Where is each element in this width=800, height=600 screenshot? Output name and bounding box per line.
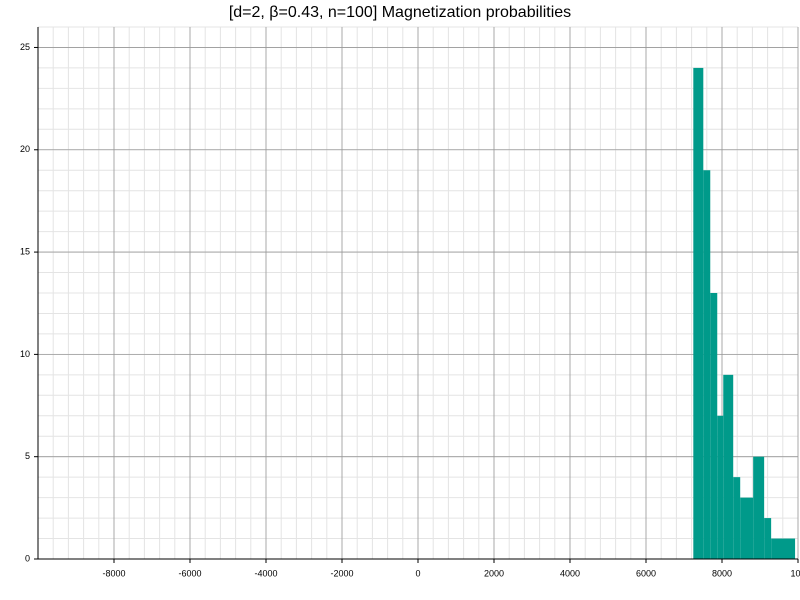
x-tick-label: -2000 [330,568,353,578]
bar [723,374,734,559]
x-tick-label: 8000 [712,568,732,578]
bar [771,538,796,559]
x-tick-label: 6000 [636,568,656,578]
bar [710,293,718,559]
y-tick-label: 5 [25,451,30,461]
bar [717,415,724,559]
bar [753,456,765,559]
y-tick-label: 25 [20,42,30,52]
x-tick-label: -4000 [254,568,277,578]
bar [733,477,741,559]
bar [764,518,772,559]
bar [693,67,704,559]
y-tick-label: 15 [20,246,30,256]
x-tick-label: 2000 [484,568,504,578]
chart-title: [d=2, β=0.43, n=100] Magnetization proba… [229,4,571,21]
x-tick-label: 4000 [560,568,580,578]
bar [740,497,754,559]
y-tick-label: 20 [20,144,30,154]
x-tick-label: 100 [790,568,800,578]
y-tick-label: 10 [20,349,30,359]
x-tick-label: -8000 [102,568,125,578]
x-tick-label: 0 [415,568,420,578]
y-tick-label: 0 [25,553,30,563]
bar [703,170,711,559]
x-tick-label: -6000 [178,568,201,578]
